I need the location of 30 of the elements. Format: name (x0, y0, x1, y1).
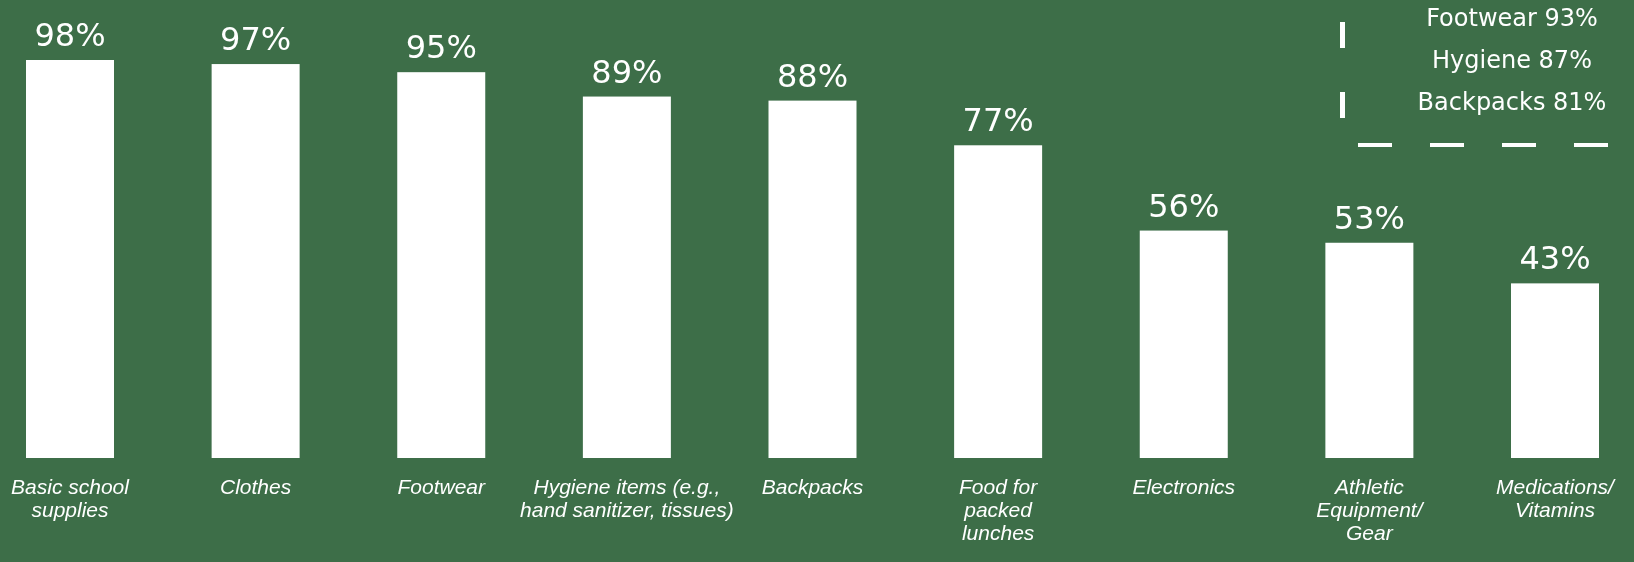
data-label: 56% (1148, 186, 1220, 225)
bar (1325, 242, 1414, 458)
x-tick-label: Medications/ Vitamins (1496, 475, 1617, 521)
annotation: Hygiene 87% (1432, 46, 1592, 74)
annotation: Backpacks 81% (1417, 88, 1607, 116)
x-tick-label: Hygiene items (e.g., hand sanitizer, tissues) (520, 475, 734, 521)
data-label: 88% (776, 56, 849, 95)
x-tick-label: Basic school supplies (11, 475, 131, 521)
bar (768, 100, 857, 458)
text: Footwear 93% (1426, 4, 1598, 32)
data-label: 95% (405, 28, 477, 67)
data-label: 43% (1519, 239, 1591, 278)
bar (582, 96, 671, 458)
bar (211, 64, 300, 458)
x-tick-label: Clothes (220, 475, 292, 498)
data-label: 53% (1333, 198, 1405, 237)
data-label: 77% (962, 101, 1034, 140)
data-label: 98% (34, 16, 106, 54)
bar (1511, 283, 1599, 458)
data-label: 89% (591, 52, 663, 91)
x-tick-label: Electronics (1132, 475, 1236, 498)
x-tick-label: Footwear (397, 475, 487, 498)
x-tick-label: Food for packed lunches (959, 475, 1039, 544)
bar (954, 145, 1043, 458)
x-tick-label: Backpacks (761, 475, 864, 498)
x-tick-label: Athletic Equipment/ Gear (1316, 475, 1425, 544)
bar (26, 60, 114, 458)
data-label: 97% (220, 20, 292, 59)
bar (397, 72, 486, 458)
bar (1139, 230, 1228, 458)
